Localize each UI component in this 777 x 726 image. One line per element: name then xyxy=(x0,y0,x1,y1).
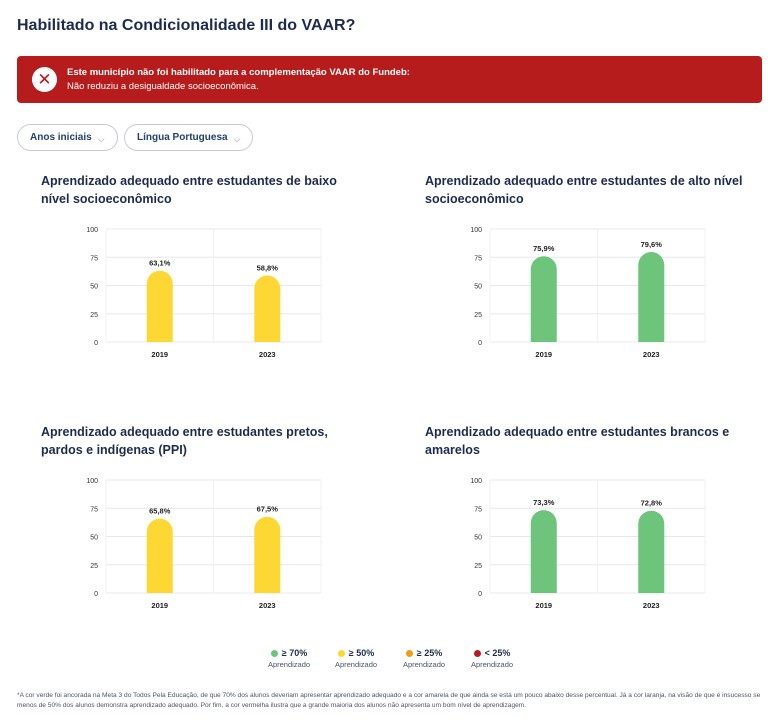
legend-item: ≥ 70% Aprendizado xyxy=(254,648,324,669)
legend-label: < 25% xyxy=(484,648,511,658)
bar xyxy=(530,510,557,593)
x-tick-label: 2023 xyxy=(643,601,660,610)
chart-title: Aprendizado adequado entre estudantes br… xyxy=(425,425,730,457)
legend-item: ≥ 50% Aprendizado xyxy=(321,648,391,669)
alert-banner: ✕ Este município não foi habilitado para… xyxy=(17,56,762,103)
bar xyxy=(638,252,665,342)
legend-dot xyxy=(473,649,481,657)
legend-label: ≥ 50% xyxy=(348,648,375,658)
legend-dot xyxy=(337,649,345,657)
bar xyxy=(146,518,173,593)
x-tick-label: 2023 xyxy=(643,350,660,359)
bar-chart: 100 75 50 25 0 65,8% 2019 67,5% 2023 xyxy=(86,478,322,610)
legend-sub: Aprendizado xyxy=(470,660,514,669)
x-tick-label: 2019 xyxy=(151,601,168,610)
legend-item: < 25% Aprendizado xyxy=(457,648,527,669)
chart-title: Aprendizado adequado entre estudantes pr… xyxy=(41,425,328,457)
filter-disciplina-label: Língua Portuguesa xyxy=(137,132,228,143)
x-tick-label: 2019 xyxy=(535,350,552,359)
bar xyxy=(254,275,281,342)
data-label: 79,6% xyxy=(641,240,663,249)
legend-sub: Aprendizado xyxy=(267,660,311,669)
y-tick-label: 75 xyxy=(474,506,482,513)
x-tick-label: 2023 xyxy=(259,601,276,610)
legend-sub: Aprendizado xyxy=(402,660,446,669)
filter-disciplina-dropdown[interactable]: Língua Portuguesa ⌵ xyxy=(124,124,254,151)
chart-title: Aprendizado adequado entre estudantes de… xyxy=(425,174,743,206)
y-tick-label: 100 xyxy=(86,478,98,485)
data-label: 73,3% xyxy=(533,498,555,507)
filter-etapa-label: Anos iniciais xyxy=(30,132,92,143)
bar xyxy=(146,270,173,342)
y-tick-label: 50 xyxy=(474,535,482,542)
y-tick-label: 100 xyxy=(86,227,98,234)
legend-dot xyxy=(270,649,278,657)
chart-title: Aprendizado adequado entre estudantes de… xyxy=(41,174,337,206)
y-tick-label: 0 xyxy=(94,340,98,347)
filter-etapa-dropdown[interactable]: Anos iniciais ⌵ xyxy=(17,124,118,151)
legend-label: ≥ 70% xyxy=(281,648,308,658)
y-tick-label: 0 xyxy=(478,340,482,347)
bar xyxy=(254,516,281,593)
y-tick-label: 75 xyxy=(90,506,98,513)
alert-title: Este município não foi habilitado para a… xyxy=(67,67,410,78)
data-label: 65,8% xyxy=(149,507,171,516)
alert-message: Não reduziu a desigualdade socioeconômic… xyxy=(67,81,259,92)
close-icon: ✕ xyxy=(32,67,57,92)
y-tick-label: 25 xyxy=(474,563,482,570)
bar-chart: 100 75 50 25 0 63,1% 2019 58,8% 2023 xyxy=(86,227,322,359)
y-tick-label: 50 xyxy=(90,535,98,542)
legend: ≥ 70% Aprendizado ≥ 50% Aprendizado ≥ 25… xyxy=(0,648,777,672)
y-tick-label: 25 xyxy=(90,312,98,319)
page-title: Habilitado na Condicionalidade III do VA… xyxy=(17,17,356,34)
chart-brancos-amarelos: Aprendizado adequado entre estudantes br… xyxy=(425,423,755,623)
bar-chart: 100 75 50 25 0 73,3% 2019 72,8% 2023 xyxy=(470,478,706,610)
data-label: 72,8% xyxy=(641,499,663,508)
chevron-down-icon: ⌵ xyxy=(233,133,241,144)
y-tick-label: 50 xyxy=(90,284,98,291)
chart-baixo-nse: Aprendizado adequado entre estudantes de… xyxy=(41,172,371,372)
legend-sub: Aprendizado xyxy=(334,660,378,669)
y-tick-label: 25 xyxy=(90,563,98,570)
y-tick-label: 75 xyxy=(90,255,98,262)
bar-chart: 100 75 50 25 0 75,9% 2019 79,6% 2023 xyxy=(470,227,706,359)
x-tick-label: 2019 xyxy=(151,350,168,359)
chevron-down-icon: ⌵ xyxy=(97,133,105,144)
legend-dot xyxy=(405,649,413,657)
chart-ppi: Aprendizado adequado entre estudantes pr… xyxy=(41,423,371,623)
x-tick-label: 2023 xyxy=(259,350,276,359)
bar xyxy=(530,256,557,342)
footnote: *A cor verde foi ancorada na Meta 3 do T… xyxy=(17,692,761,709)
y-tick-label: 100 xyxy=(470,227,482,234)
x-tick-label: 2019 xyxy=(535,601,552,610)
bar xyxy=(638,510,665,593)
y-tick-label: 0 xyxy=(478,591,482,598)
data-label: 75,9% xyxy=(533,244,555,253)
y-tick-label: 75 xyxy=(474,255,482,262)
data-label: 67,5% xyxy=(257,505,279,514)
y-tick-label: 50 xyxy=(474,284,482,291)
y-tick-label: 100 xyxy=(470,478,482,485)
data-label: 63,1% xyxy=(149,259,171,268)
chart-alto-nse: Aprendizado adequado entre estudantes de… xyxy=(425,172,755,372)
y-tick-label: 0 xyxy=(94,591,98,598)
y-tick-label: 25 xyxy=(474,312,482,319)
legend-label: ≥ 25% xyxy=(416,648,443,658)
data-label: 58,8% xyxy=(257,264,279,273)
legend-item: ≥ 25% Aprendizado xyxy=(389,648,459,669)
